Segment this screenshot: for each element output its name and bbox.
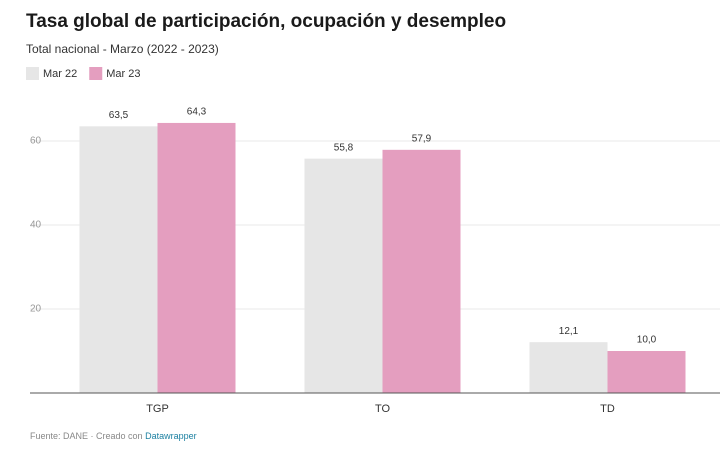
y-tick-label: 40 bbox=[30, 220, 42, 231]
chart-title: Tasa global de participación, ocupación … bbox=[26, 11, 506, 32]
chart-subtitle: Total nacional - Marzo (2022 - 2023) bbox=[26, 42, 219, 56]
y-tick-label: 20 bbox=[30, 304, 42, 315]
value-label: 12,1 bbox=[559, 326, 579, 337]
x-tick-label: TGP bbox=[146, 403, 169, 415]
bar bbox=[157, 122, 236, 393]
y-tick-label: 60 bbox=[30, 136, 42, 147]
legend-label: Mar 22 bbox=[43, 68, 77, 80]
x-tick-label: TO bbox=[375, 403, 391, 415]
legend-swatch bbox=[26, 67, 39, 80]
source: Fuente: DANE · Creado con Datawrapper bbox=[30, 431, 197, 441]
legend-label: Mar 23 bbox=[106, 68, 140, 80]
bar bbox=[607, 351, 686, 393]
bar bbox=[529, 342, 608, 393]
value-label: 10,0 bbox=[637, 335, 657, 346]
x-tick-label: TD bbox=[600, 403, 615, 415]
bar bbox=[304, 158, 383, 393]
bar bbox=[382, 149, 461, 393]
value-label: 63,5 bbox=[109, 110, 129, 121]
value-label: 64,3 bbox=[187, 107, 207, 118]
legend-swatch bbox=[89, 67, 103, 80]
source-text: Fuente: DANE · Creado con bbox=[30, 431, 143, 441]
bar bbox=[79, 126, 158, 394]
source-link[interactable]: Datawrapper bbox=[145, 431, 197, 441]
value-label: 57,9 bbox=[412, 133, 432, 144]
value-label: 55,8 bbox=[334, 142, 354, 153]
